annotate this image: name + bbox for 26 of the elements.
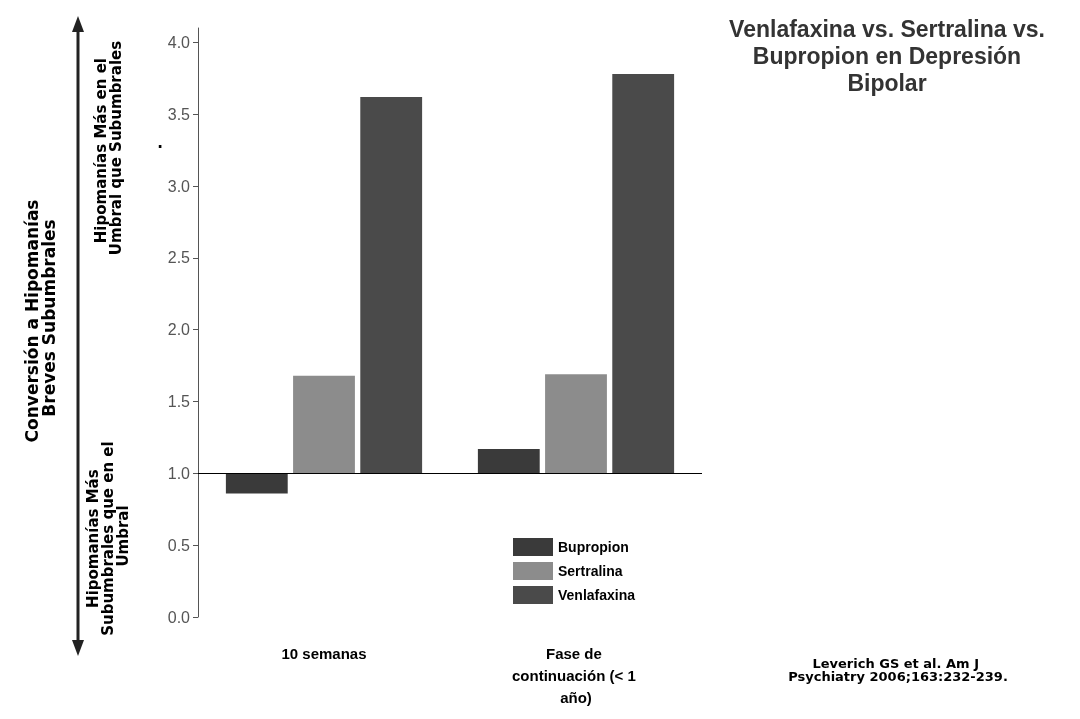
text: Hipomanías Más Subumbrales que en el Umbral [84,436,132,636]
bar [293,375,355,474]
y-tick-label: 0.5 [167,536,191,554]
y-tick-label: 0.0 [167,608,191,626]
text: Venlafaxina vs. Sertralina vs. Bupropion en Depresión Bipolar [728,16,1046,97]
text: Conversión a Hipomanías Breves Subumbrales [21,193,59,443]
y-tick-label: 2.5 [167,249,191,267]
x-tick-label: 10 semanas [281,644,367,662]
bar [360,96,423,474]
y-tick-label: 1.5 [167,393,191,411]
bar [477,448,540,474]
y-tick-label: 4.0 [167,33,191,51]
legend-label: Sertralina [558,563,623,579]
y-tick-label: 1.0 [167,464,191,482]
x-tick-label: Fase de continuación (< 1 año) [512,644,640,706]
y-tick-label: 3.0 [167,177,191,195]
text: . [157,134,163,152]
text: Leverich GS et al. Am J Psychiatry 2006;163:232-239. [788,656,1008,684]
legend-label: Venlafaxina [558,587,636,603]
bar [225,473,288,494]
legend-label: Bupropion [558,539,629,555]
y-tick-label: 3.5 [167,105,191,123]
bar [612,73,675,474]
bar [545,374,607,474]
text: Hipomanías Más en el Umbral que Subumbrales [91,40,125,256]
y-tick-label: 2.0 [167,321,191,339]
